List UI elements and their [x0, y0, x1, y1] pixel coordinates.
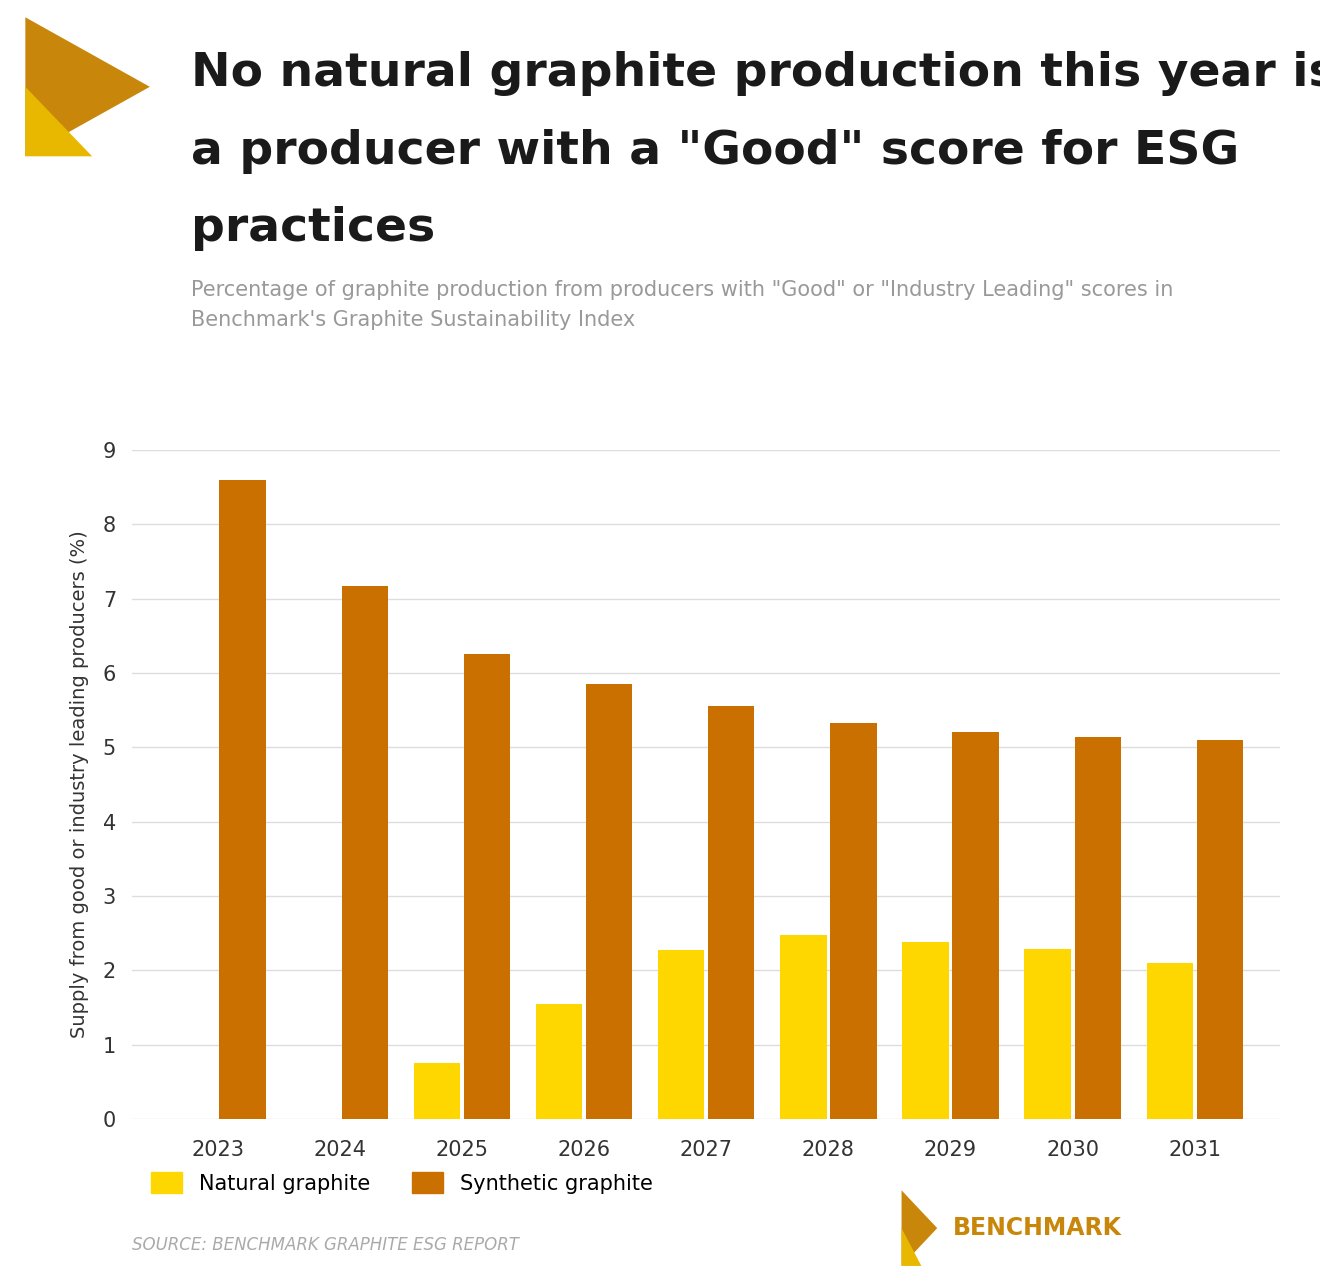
Text: a producer with a "Good" score for ESG: a producer with a "Good" score for ESG: [191, 129, 1239, 174]
Bar: [657, 950, 705, 1119]
Polygon shape: [25, 86, 92, 157]
Bar: [342, 586, 388, 1119]
Text: SOURCE: BENCHMARK GRAPHITE ESG REPORT: SOURCE: BENCHMARK GRAPHITE ESG REPORT: [132, 1236, 519, 1254]
Bar: [1074, 737, 1121, 1119]
Bar: [952, 733, 999, 1119]
Bar: [903, 941, 949, 1119]
Polygon shape: [902, 1191, 937, 1265]
Text: BENCHMARK: BENCHMARK: [953, 1217, 1122, 1240]
Text: Percentage of graphite production from producers with "Good" or "Industry Leadin: Percentage of graphite production from p…: [191, 280, 1173, 331]
Text: practices: practices: [191, 206, 436, 251]
Polygon shape: [902, 1228, 921, 1265]
Bar: [219, 480, 265, 1119]
Bar: [780, 935, 826, 1119]
Bar: [1024, 949, 1071, 1119]
Bar: [830, 723, 876, 1119]
Y-axis label: Supply from good or industry leading producers (%): Supply from good or industry leading pro…: [70, 531, 88, 1038]
Polygon shape: [25, 17, 149, 157]
Bar: [708, 706, 755, 1119]
Legend: Natural graphite, Synthetic graphite: Natural graphite, Synthetic graphite: [143, 1164, 661, 1202]
Bar: [1197, 739, 1243, 1119]
Bar: [586, 684, 632, 1119]
Bar: [413, 1064, 461, 1119]
Bar: [1147, 963, 1193, 1119]
Text: No natural graphite production this year is from: No natural graphite production this year…: [191, 51, 1320, 96]
Bar: [463, 655, 510, 1119]
Bar: [536, 1003, 582, 1119]
